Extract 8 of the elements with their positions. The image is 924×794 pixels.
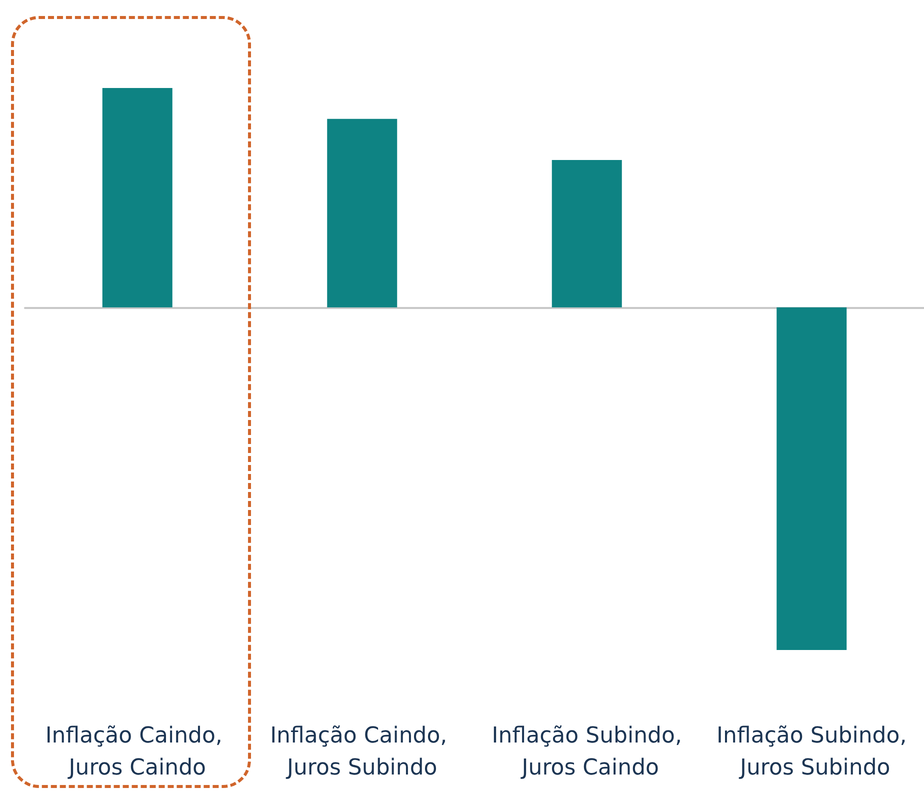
x-tick-label: Inflação Caindo, Juros Subindo	[270, 724, 454, 780]
x-tick-label: Inflação Caindo, Juros Caindo	[45, 724, 230, 780]
bar	[552, 160, 622, 308]
bar	[776, 307, 847, 650]
x-tick-label: Inflação Subindo, Juros Caindo	[492, 724, 682, 780]
x-tick-label: Inflação Subindo, Juros Subindo	[716, 724, 907, 780]
bar	[102, 88, 172, 308]
bar	[327, 118, 398, 308]
